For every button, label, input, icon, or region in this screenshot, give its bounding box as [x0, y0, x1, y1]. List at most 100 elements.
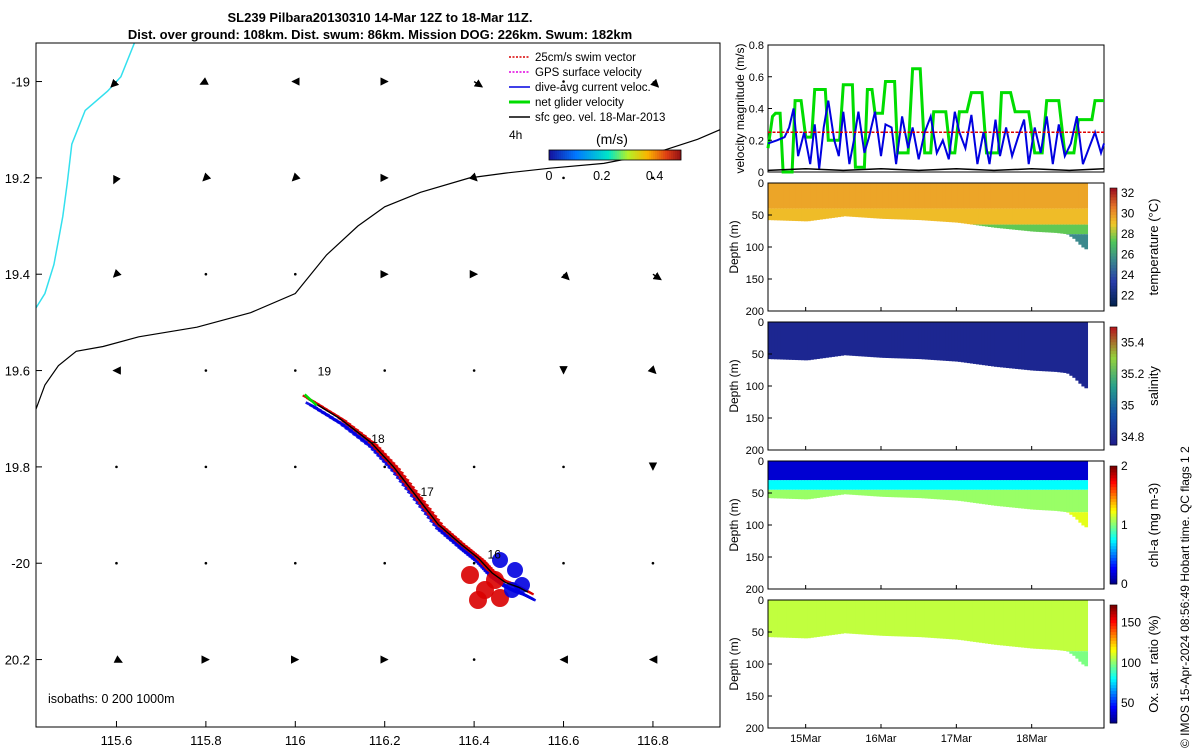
oxygen-colorbar-swatch	[1110, 711, 1117, 715]
oxygen-y-axis-label: Depth (m)	[727, 637, 741, 690]
swim-vector-cluster	[469, 591, 487, 609]
chlorophyll-data-cell	[1000, 480, 1004, 490]
salinity-data-cell	[795, 322, 799, 361]
oxygen-data-cell	[819, 600, 823, 637]
chlorophyll-data-cell	[807, 461, 811, 481]
oxygen-colorbar-swatch	[1110, 693, 1117, 697]
swim-vector	[401, 479, 416, 489]
oxygen-data-cell	[984, 600, 989, 644]
temperature-data-cell	[963, 208, 968, 224]
salinity-colorbar-swatch	[1110, 359, 1117, 363]
temperature-data-cell	[768, 183, 772, 209]
swim-vector	[409, 490, 424, 500]
temperature-data-cell	[1006, 208, 1010, 225]
temperature-data-cell	[1072, 183, 1076, 209]
temperature-data-cell	[936, 183, 941, 209]
chlorophyll-data-cell	[789, 480, 793, 490]
chlorophyll-data-cell	[837, 461, 841, 481]
chlorophyll-data-cell	[807, 489, 811, 500]
salinity-colorbar-frame	[1109, 326, 1118, 446]
temperature-data-cell	[963, 183, 968, 209]
chlorophyll-data-cell	[852, 489, 856, 495]
temperature-data-cell	[1072, 234, 1076, 239]
salinity-data-cell	[918, 322, 923, 360]
chlorophyll-data-cell	[861, 480, 866, 490]
chlorophyll-data-cell	[957, 480, 962, 490]
oxygen-data-cell	[1054, 600, 1058, 650]
oxygen-data-cell	[831, 600, 835, 635]
temperature-data-cell	[1054, 224, 1058, 233]
chlorophyll-data-cell	[819, 480, 823, 490]
chlorophyll-data-cell	[777, 489, 781, 499]
chlorophyll-data-cell	[777, 461, 781, 481]
chlorophyll-data-cell	[1069, 480, 1073, 490]
temperature-data-cell	[1069, 208, 1073, 225]
colorbar-swatch	[677, 150, 680, 160]
swim-vector	[370, 443, 385, 453]
temperature-data-cell	[997, 224, 1001, 229]
chlorophyll-data-cell	[858, 461, 863, 481]
salinity-colorbar-swatch	[1110, 368, 1117, 372]
oxygen-data-cell	[1072, 600, 1076, 652]
chlorophyll-colorbar-swatch	[1110, 539, 1117, 544]
temperature-data-cell	[852, 183, 856, 209]
chlorophyll-data-cell	[1075, 512, 1079, 520]
temperature-data-cell	[975, 224, 980, 226]
geostrophic-vector-dot	[293, 272, 297, 276]
temperature-data-cell	[1039, 183, 1043, 209]
chlorophyll-data-cell	[894, 461, 899, 481]
oxygen-data-cell	[867, 600, 872, 635]
salinity-data-cell	[831, 322, 835, 357]
colorbar-swatch	[637, 150, 640, 160]
chlorophyll-data-cell	[930, 489, 935, 499]
oxygen-data-cell	[1036, 600, 1040, 649]
oxygen-data-cell	[972, 600, 977, 642]
chlorophyll-data-cell	[951, 480, 956, 490]
oxygen-colorbar-swatch	[1110, 661, 1117, 665]
salinity-data-cell	[978, 322, 983, 365]
chlorophyll-data-cell	[1030, 489, 1034, 510]
chlorophyll-data-cell	[1048, 461, 1052, 481]
temperature-colorbar-swatch	[1110, 244, 1117, 248]
chlorophyll-data-cell	[1009, 461, 1013, 481]
chlorophyll-data-cell	[804, 489, 808, 500]
velocity-y-tick-label: 0.2	[749, 135, 764, 147]
oxygen-data-cell	[903, 600, 908, 637]
geostrophic-vector-dot	[383, 465, 387, 469]
chlorophyll-data-cell	[930, 461, 935, 481]
chlorophyll-data-cell	[888, 489, 893, 498]
chlorophyll-data-cell	[1084, 480, 1089, 490]
colorbar-swatch	[605, 150, 608, 160]
temperature-colorbar-swatch	[1110, 235, 1117, 239]
oxygen-colorbar-tick-label: 150	[1121, 616, 1141, 630]
salinity-data-cell	[997, 322, 1001, 368]
temperature-data-cell	[948, 208, 953, 223]
chlorophyll-data-cell	[994, 480, 998, 490]
temperature-data-cell	[879, 208, 884, 219]
chlorophyll-colorbar-swatch	[1110, 522, 1117, 526]
chlorophyll-data-cell	[882, 461, 887, 481]
temperature-data-cell	[831, 208, 835, 218]
temperature-colorbar-tick-label: 32	[1121, 186, 1135, 200]
oxygen-colorbar-swatch	[1110, 628, 1117, 633]
chlorophyll-data-cell	[867, 489, 872, 496]
salinity-data-cell	[858, 322, 863, 357]
oxygen-colorbar-swatch	[1110, 705, 1117, 709]
temperature-data-cell	[1012, 224, 1016, 230]
temperature-data-cell	[885, 208, 890, 219]
oxygen-data-cell	[994, 600, 998, 645]
oxygen-data-cell	[1006, 600, 1010, 647]
temperature-data-cell	[954, 183, 959, 209]
chlorophyll-data-cell	[1072, 489, 1076, 513]
temperature-data-cell	[1036, 183, 1040, 209]
oxygen-data-cell	[780, 600, 784, 638]
salinity-data-cell	[786, 322, 790, 360]
salinity-data-cell	[900, 322, 905, 359]
oxygen-data-cell	[912, 600, 917, 637]
oxygen-data-cell	[981, 600, 986, 644]
chlorophyll-data-cell	[810, 461, 814, 481]
colorbar-swatch	[619, 150, 622, 160]
chlorophyll-data-cell	[780, 480, 784, 490]
colorbar-swatch	[663, 150, 666, 160]
map-x-tick-label: 116.6	[548, 733, 580, 748]
